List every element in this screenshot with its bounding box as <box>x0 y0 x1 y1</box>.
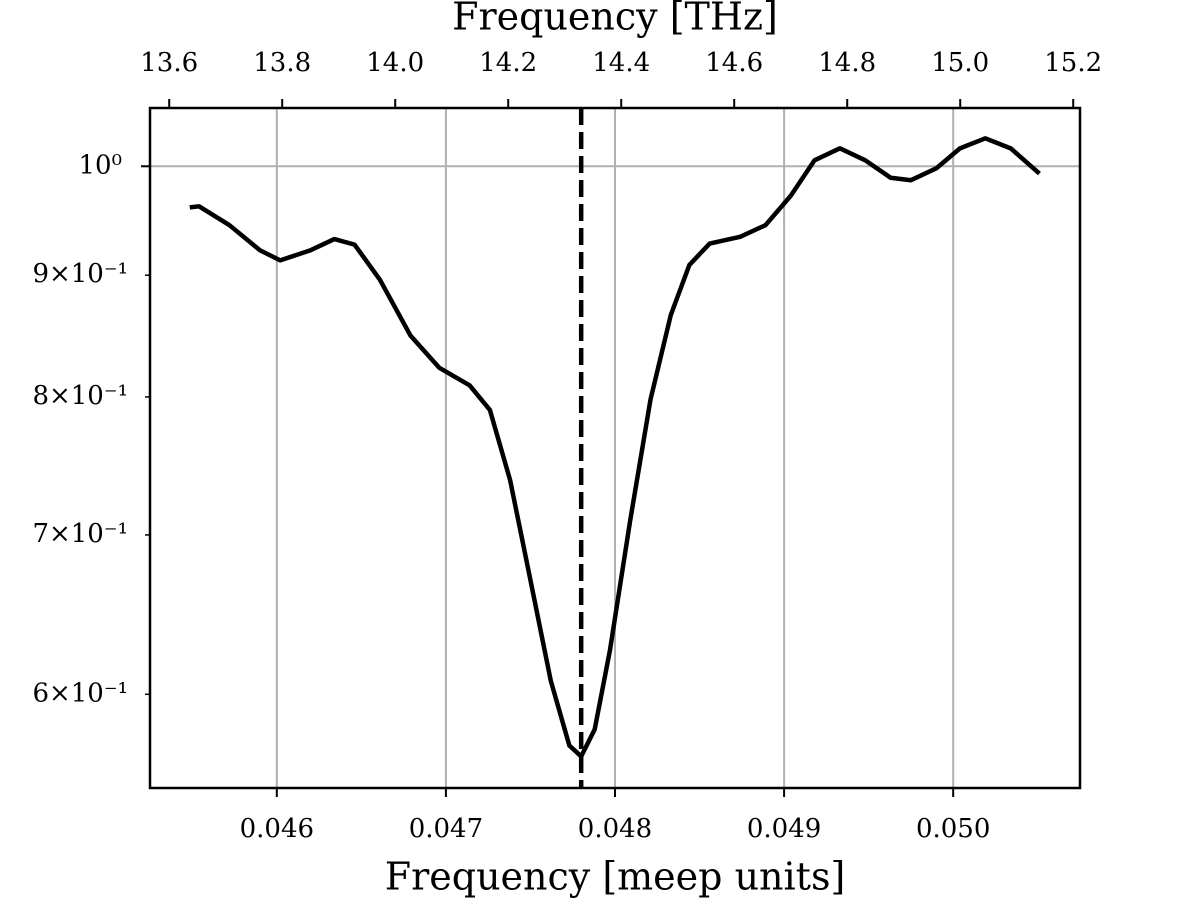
x-tick-label: 0.049 <box>747 814 821 844</box>
x2-tick-label: 13.8 <box>253 48 311 78</box>
x2-tick-label: 15.2 <box>1044 48 1102 78</box>
x2-tick-label: 14.2 <box>479 48 537 78</box>
y-tick-label: 10⁰ <box>78 150 122 180</box>
y-tick-label: 6×10⁻¹ <box>32 678 128 708</box>
x2-tick-label: 14.8 <box>818 48 876 78</box>
top-axis-label: Frequency [THz] <box>452 0 778 39</box>
x2-tick-label: 13.6 <box>140 48 198 78</box>
x-tick-label: 0.047 <box>409 814 483 844</box>
x2-tick-label: 14.0 <box>366 48 424 78</box>
x-tick-label: 0.050 <box>916 814 990 844</box>
x2-tick-label: 15.0 <box>931 48 989 78</box>
bottom-axis-label: Frequency [meep units] <box>385 855 846 899</box>
plot-frame <box>148 106 1082 790</box>
data-line <box>189 136 1041 759</box>
x2-tick-label: 14.6 <box>705 48 763 78</box>
y-tick-label: 9×10⁻¹ <box>32 259 128 289</box>
x-tick-label: 0.046 <box>240 814 314 844</box>
x-tick-label: 0.048 <box>578 814 652 844</box>
y-tick-label: 7×10⁻¹ <box>32 519 128 549</box>
y-tick-label: 8×10⁻¹ <box>32 381 128 411</box>
x2-tick-label: 14.4 <box>592 48 650 78</box>
